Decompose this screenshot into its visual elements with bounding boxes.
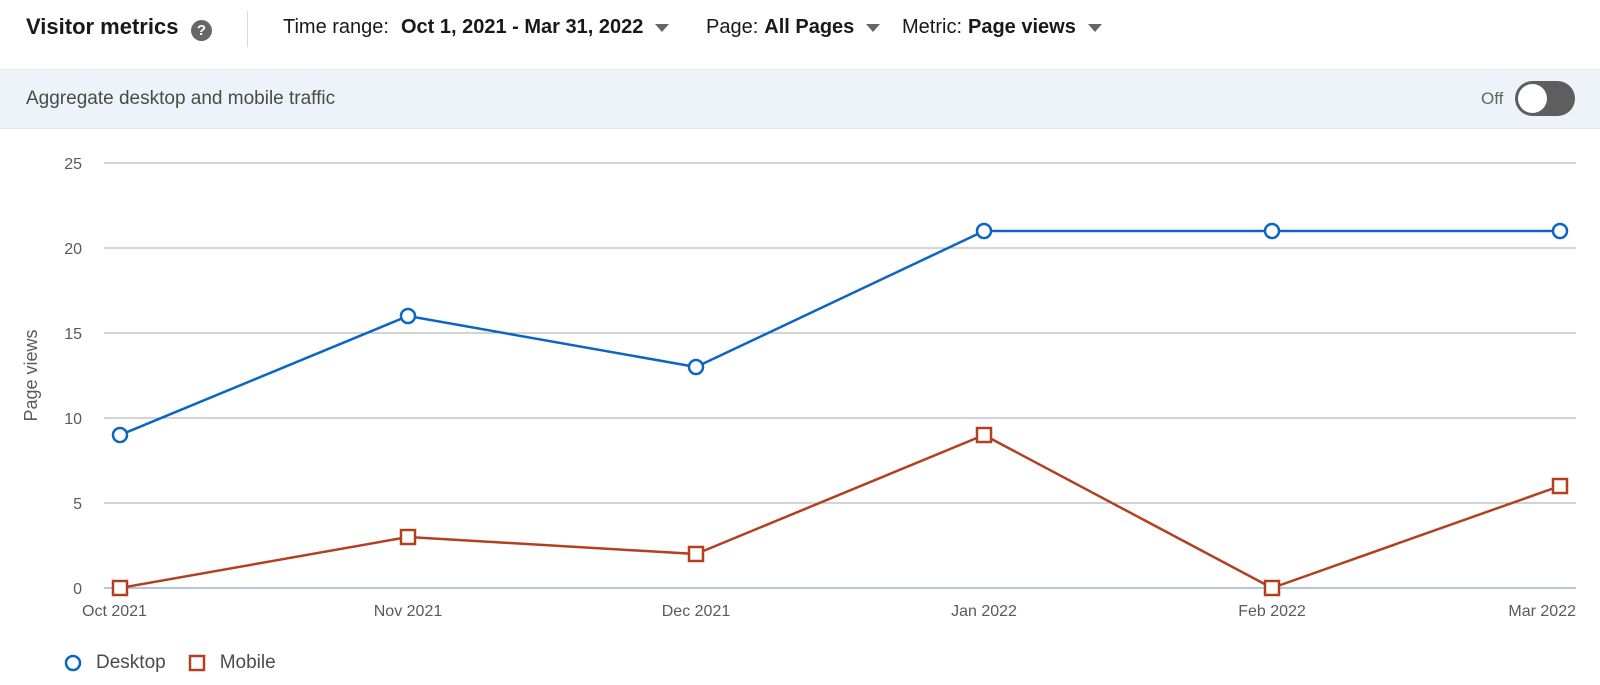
square-marker-icon (188, 654, 205, 672)
chevron-down-icon (1087, 23, 1102, 32)
y-tick-label: 10 (64, 411, 82, 428)
y-tick-label: 25 (64, 156, 82, 173)
page-label: Page: (706, 16, 759, 38)
desktop-series-line (119, 229, 1560, 437)
time-range-value: Oct 1, 2021 - Mar 31, 2022 (400, 16, 644, 38)
x-tick-label: Feb 2022 (1238, 603, 1306, 620)
desktop-data-point (111, 426, 129, 444)
y-tick-label: 20 (64, 241, 82, 258)
mobile-data-point (111, 579, 129, 597)
page-value: All Pages (764, 16, 855, 38)
line-chart: 0 5 10 15 20 25 Page views Oct 2021 Nov 2021 Dec … (21, 156, 1576, 620)
legend-item-mobile: Mobile (188, 652, 276, 674)
chevron-down-icon (866, 23, 881, 32)
toggle-state-label: Off (1481, 89, 1504, 108)
page-dropdown[interactable]: Page: All Pages (706, 16, 881, 39)
metric-dropdown[interactable]: Metric: Page views (902, 16, 1102, 39)
legend-label: Desktop (96, 652, 166, 673)
mobile-data-point (1551, 477, 1569, 495)
legend-label: Mobile (219, 652, 276, 673)
y-tick-label: 0 (73, 581, 82, 598)
desktop-data-point (1263, 222, 1281, 240)
mobile-data-point (975, 426, 993, 444)
y-tick-label: 5 (73, 496, 82, 513)
aggregate-bar: Aggregate desktop and mobile traffic Off (0, 69, 1600, 129)
legend-item-desktop: Desktop (64, 652, 166, 674)
y-axis-label: Page views (21, 329, 41, 421)
x-tick-label: Mar 2022 (1508, 603, 1576, 620)
time-range-label: Time range: (283, 16, 389, 38)
mobile-series-line (119, 433, 1561, 590)
mobile-data-point (1263, 579, 1281, 597)
toggle-knob (1518, 84, 1547, 113)
desktop-data-point (1551, 222, 1569, 240)
desktop-data-point (687, 358, 705, 376)
desktop-data-point (975, 222, 993, 240)
circle-marker-icon (64, 654, 82, 672)
mobile-data-point (399, 528, 417, 546)
time-range-dropdown[interactable]: Time range: Oct 1, 2021 - Mar 31, 2022 (283, 16, 670, 39)
metric-label: Metric: (902, 16, 962, 38)
y-tick-label: 15 (64, 326, 82, 343)
x-tick-label: Nov 2021 (374, 603, 443, 620)
desktop-data-point (399, 307, 417, 325)
x-tick-label: Jan 2022 (951, 603, 1017, 620)
page-title: Visitor metrics (26, 14, 179, 39)
help-icon[interactable]: ? (191, 20, 212, 41)
chart-legend: Desktop Mobile (64, 652, 298, 674)
toolbar: Visitor metrics ? Time range: Oct 1, 202… (0, 0, 1600, 69)
x-tick-label: Dec 2021 (662, 603, 731, 620)
aggregate-toggle[interactable] (1515, 81, 1575, 116)
toolbar-divider (247, 11, 248, 47)
x-tick-label: Oct 2021 (82, 603, 147, 620)
mobile-data-point (687, 545, 705, 563)
chevron-down-icon (655, 23, 670, 32)
aggregate-label: Aggregate desktop and mobile traffic (26, 88, 336, 109)
metric-value: Page views (968, 16, 1076, 38)
